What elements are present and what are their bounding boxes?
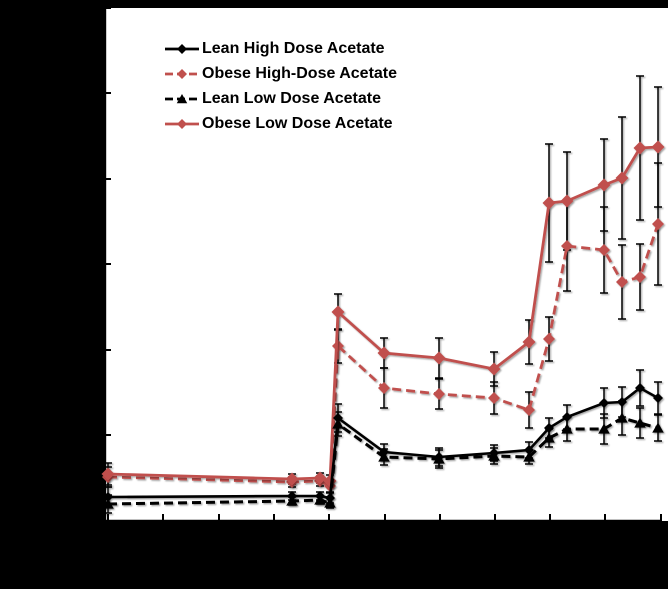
data-point-marker [634,417,646,428]
data-point-marker [432,351,446,365]
data-point-marker [616,412,628,423]
data-point-marker [616,276,628,288]
data-point-marker [433,388,445,400]
series-0 [103,383,663,503]
legend-label: Lean High Dose Acetate [202,39,385,57]
data-point-marker [652,422,664,433]
chart-legend: Lean High Dose Acetate Obese High-Dose A… [164,36,397,136]
data-point-marker [542,196,556,210]
data-point-marker [379,447,389,457]
legend-line-sample-icon [165,43,199,54]
data-point-marker [101,467,115,481]
data-point-marker [488,392,500,404]
data-point-marker [331,305,345,319]
data-point-marker [523,451,535,462]
data-point-marker [313,471,327,485]
data-point-marker [287,491,297,501]
data-point-marker [524,445,534,455]
legend-item-lean-low-dose: Lean Low Dose Acetate [164,86,397,111]
legend-line-sample-icon [165,68,199,79]
data-point-marker [617,397,627,407]
data-point-marker [333,413,343,423]
data-point-marker [434,452,444,462]
data-point-marker [561,423,573,434]
legend-label: Lean Low Dose Acetate [202,89,382,107]
axis-ticks [98,7,662,527]
legend-label: Obese High-Dose Acetate [202,64,398,82]
data-point-marker [560,194,574,208]
data-point-marker [561,240,573,252]
data-point-marker [653,393,663,403]
data-point-marker [543,333,555,345]
data-point-marker [599,398,609,408]
data-point-marker [315,491,325,501]
data-point-marker [522,335,536,349]
legend-line-sample-icon [165,118,199,129]
data-point-marker [377,346,391,360]
data-point-marker [598,244,610,256]
data-point-marker [598,423,610,434]
data-point-marker [562,412,572,422]
data-point-marker [633,141,647,155]
legend-item-obese-high-dose: Obese High-Dose Acetate [164,61,397,86]
data-point-marker [378,382,390,394]
data-point-marker [544,423,554,433]
data-point-marker [489,448,499,458]
data-point-marker [652,218,664,230]
legend-item-obese-low-dose: Obese Low Dose Acetate [164,111,397,136]
data-point-marker [635,383,645,393]
legend-label: Obese Low Dose Acetate [202,114,393,132]
data-point-marker [651,140,665,154]
series-3 [101,140,665,488]
data-point-marker [615,171,629,185]
data-point-marker [487,362,501,376]
legend-item-lean-high-dose: Lean High Dose Acetate [164,36,397,61]
data-point-marker [634,271,646,283]
data-point-marker [325,493,335,503]
data-point-marker [285,472,299,486]
data-point-marker [597,178,611,192]
plot-area [104,8,668,521]
data-point-marker [103,492,113,502]
data-point-marker [523,404,535,416]
data-point-marker [102,498,114,509]
legend-line-sample-icon [165,93,199,103]
data-point-marker [543,432,555,443]
